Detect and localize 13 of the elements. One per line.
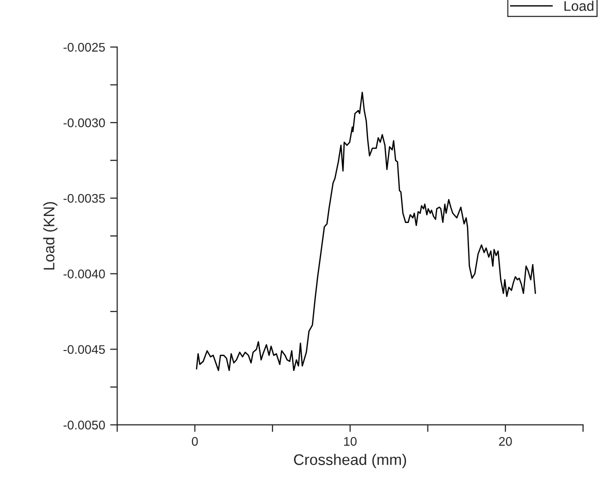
x-tick-label: 20 (499, 436, 512, 446)
y-tick-label: -0.0035 (64, 194, 105, 203)
y-tick-label: -0.0050 (64, 420, 105, 430)
y-tick-label: -0.0040 (64, 270, 105, 278)
y-axis-title: Load (KN) (43, 202, 58, 270)
y-tick-label: -0.0045 (64, 345, 105, 354)
y-tick-label: -0.0030 (64, 118, 105, 128)
x-axis-title: Crosshead (mm) (294, 454, 406, 468)
y-tick-label: -0.0025 (64, 42, 105, 52)
legend-label: Load (564, 0, 594, 11)
x-tick-label: 10 (344, 436, 357, 446)
line-series (196, 92, 536, 372)
x-tick-label: 0 (192, 436, 198, 446)
